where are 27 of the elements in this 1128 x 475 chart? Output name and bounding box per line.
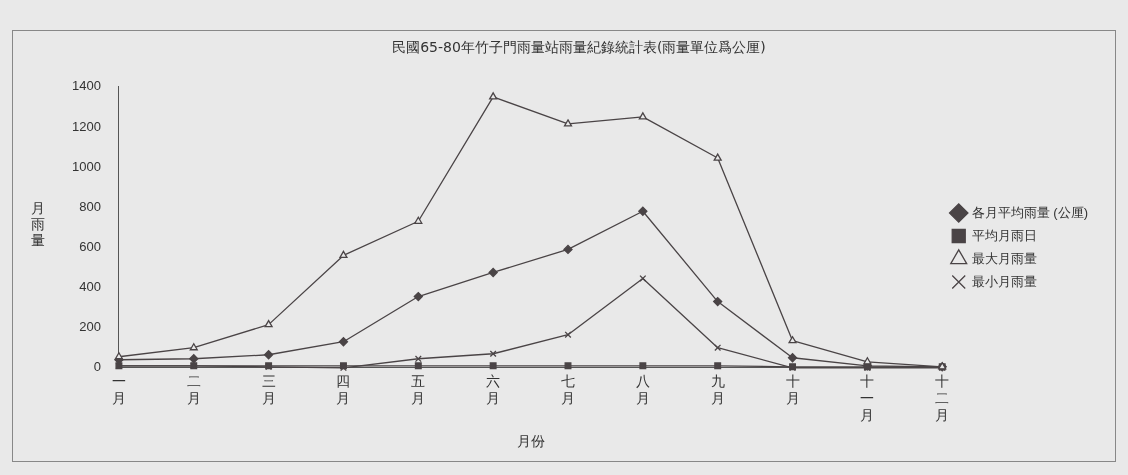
x-tick-label: 十二月 bbox=[935, 373, 950, 423]
x-tick-label: 四月 bbox=[336, 373, 351, 406]
x-tick-label: 三月 bbox=[261, 373, 276, 406]
y-tick-label: 800 bbox=[79, 198, 101, 214]
y-tick-label: 600 bbox=[79, 238, 101, 254]
y-tick-label: 1400 bbox=[72, 78, 101, 94]
legend-label: 平均月雨日 bbox=[971, 227, 1037, 243]
y-tick-label: 1000 bbox=[72, 158, 101, 174]
legend-label: 最大月雨量 bbox=[971, 250, 1037, 266]
y-tick-label: 400 bbox=[79, 279, 101, 295]
y-tick-label: 0 bbox=[93, 359, 101, 375]
x-tick-label: 十一月 bbox=[860, 373, 875, 423]
legend-label: 最小月雨量 bbox=[971, 273, 1037, 289]
x-tick-label: 九月 bbox=[710, 373, 725, 406]
x-axis-title: 月份 bbox=[516, 433, 545, 450]
legend-label: 各月平均雨量 (公厘) bbox=[971, 204, 1089, 220]
x-tick-label: 七月 bbox=[561, 373, 575, 406]
x-tick-label: 八月 bbox=[635, 373, 650, 406]
y-tick-label: 1200 bbox=[72, 118, 101, 134]
chart-title: 民國65-80年竹子門雨量站雨量紀錄統計表(雨量單位爲公厘) bbox=[392, 39, 766, 56]
x-tick-label: 十月 bbox=[785, 373, 800, 406]
x-tick-label: 五月 bbox=[411, 373, 426, 406]
x-tick-label: 六月 bbox=[486, 373, 501, 406]
y-axis-title: 月雨量 bbox=[30, 200, 46, 248]
y-tick-label: 200 bbox=[79, 319, 101, 335]
x-tick-label: 二月 bbox=[186, 373, 201, 406]
x-tick-label: 一月 bbox=[111, 373, 126, 406]
